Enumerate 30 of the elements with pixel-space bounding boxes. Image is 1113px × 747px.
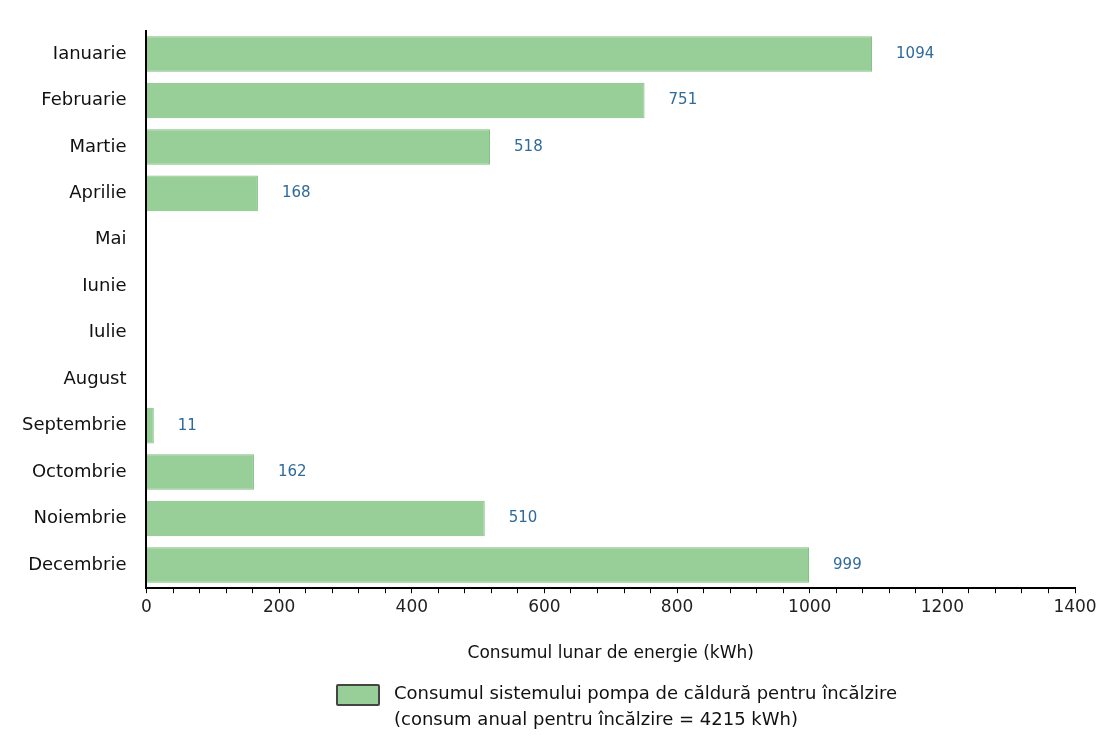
x-tick-label: 0	[141, 595, 152, 616]
x-tick-label: 400	[395, 595, 429, 616]
data-label: 999	[833, 554, 862, 573]
x-tick-label: 1000	[788, 595, 832, 616]
y-tick-label: Noiembrie	[33, 506, 127, 528]
y-tick-label: Martie	[69, 134, 127, 156]
y-tick-label: August	[63, 366, 127, 388]
data-label: 1094	[896, 43, 935, 62]
y-tick-label: Mai	[94, 227, 127, 249]
y-tick-label: Septembrie	[21, 413, 127, 435]
x-tick-label: 1400	[1053, 595, 1097, 616]
legend-label: Consumul sistemului pompa de căldură pentru încălzire (consum anual pentru încălzire = 4215 kWh)	[393, 681, 898, 731]
y-tick-label: Iunie	[82, 273, 127, 295]
data-label: 162	[277, 461, 307, 480]
data-label: 518	[514, 136, 543, 155]
y-tick-label: Iulie	[88, 320, 127, 342]
data-label: 510	[508, 508, 538, 527]
y-tick-label: Aprilie	[69, 181, 127, 203]
data-label: 11	[177, 415, 197, 434]
y-tick-label: Ianuarie	[52, 41, 127, 63]
x-tick-label: 1200	[920, 595, 964, 616]
x-axis-title: Consumul lunar de energie (kWh)	[467, 642, 754, 663]
x-tick-label: 200	[262, 595, 296, 616]
data-label: 751	[668, 90, 698, 109]
x-tick-label: 600	[528, 595, 561, 616]
y-tick-label: Decembrie	[28, 552, 127, 574]
x-tick-label: 800	[660, 595, 694, 616]
y-tick-label: Octombrie	[31, 459, 127, 481]
data-label: 168	[281, 183, 311, 202]
y-tick-label: Februarie	[41, 88, 127, 110]
